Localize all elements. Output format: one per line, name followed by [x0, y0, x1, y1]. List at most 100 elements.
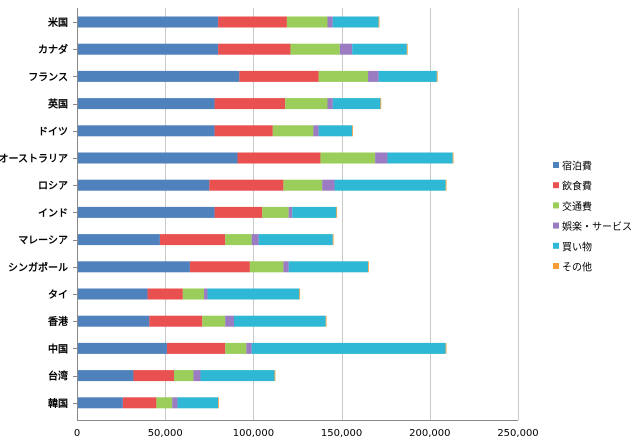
y-category-label: カナダ — [38, 43, 68, 56]
bar-segment — [218, 16, 287, 28]
bar-segment — [177, 397, 219, 409]
bar-segment — [313, 125, 319, 137]
bar-segment — [445, 342, 447, 354]
bar-segment — [218, 43, 291, 55]
bar-segment — [352, 125, 353, 137]
x-tick-label: 0 — [74, 428, 80, 439]
bar-segment — [272, 125, 314, 137]
bar-area — [77, 16, 454, 409]
y-category-label: フランス — [28, 71, 68, 83]
bar-segment — [214, 98, 286, 110]
bar-segment — [77, 98, 215, 110]
bar-segment — [380, 98, 382, 110]
x-tick-label: 250,000 — [497, 428, 538, 439]
y-category-label: タイ — [48, 289, 68, 301]
bar-segment — [174, 370, 194, 382]
bar-segment — [77, 16, 219, 28]
bar-segment — [77, 70, 240, 82]
legend-label: 宿泊費 — [562, 160, 592, 173]
bar-segment — [172, 397, 178, 409]
bar-segment — [378, 70, 437, 82]
bar-segment — [77, 43, 219, 55]
bar-segment — [327, 16, 333, 28]
bar-segment — [375, 152, 388, 164]
bar-segment — [325, 315, 327, 327]
bar-segment — [445, 179, 447, 191]
bar-segment — [77, 152, 238, 164]
bar-segment — [332, 234, 334, 246]
y-category-label: 韓国 — [48, 397, 68, 410]
y-category-label: ドイツ — [38, 126, 68, 138]
bar-segment — [251, 342, 446, 354]
bar-segment — [288, 206, 293, 218]
bar-segment — [237, 152, 321, 164]
bar-segment — [378, 16, 380, 28]
bar-segment — [77, 315, 150, 327]
bar-segment — [77, 288, 148, 300]
axes: 0 50,000 100,000 150,000 200,000 250,000 米国カナダ… — [0, 8, 539, 439]
x-tick-label: 100,000 — [233, 428, 274, 439]
bar-segment — [193, 370, 201, 382]
bar-segment — [202, 315, 226, 327]
legend-swatch — [553, 222, 559, 229]
bar-segment — [246, 342, 252, 354]
bar-segment — [299, 288, 301, 300]
legend-label: 買い物 — [562, 240, 592, 253]
y-category-label: 台湾 — [48, 370, 68, 383]
bar-segment — [288, 261, 369, 273]
bar-segment — [77, 261, 190, 273]
bar-segment — [147, 288, 183, 300]
bar-segment — [327, 98, 333, 110]
bar-segment — [77, 370, 134, 382]
bar-segment — [77, 206, 215, 218]
y-category-label: 英国 — [47, 98, 68, 111]
bar-segment — [225, 342, 247, 354]
bar-segment — [387, 152, 453, 164]
bar-segment — [368, 261, 369, 273]
bar-segment — [352, 43, 407, 55]
bar-segment — [452, 152, 454, 164]
y-category-label: 中国 — [48, 342, 68, 355]
bar-segment — [77, 234, 160, 246]
bar-segment — [166, 342, 226, 354]
bar-segment — [368, 70, 379, 82]
bar-segment — [286, 16, 328, 28]
bar-segment — [292, 206, 337, 218]
bar-segment — [322, 179, 335, 191]
y-category-label: 米国 — [48, 16, 68, 29]
legend-swatch — [553, 182, 559, 189]
bar-segment — [336, 206, 338, 218]
bar-segment — [204, 288, 208, 300]
bar-segment — [332, 16, 379, 28]
bar-segment — [214, 206, 263, 218]
legend-swatch — [553, 242, 559, 249]
legend-label: その他 — [562, 261, 592, 274]
legend-swatch — [553, 162, 559, 168]
legend-label: 娯楽・サービス — [562, 220, 632, 233]
bar-segment — [334, 179, 446, 191]
bar-segment — [233, 315, 326, 327]
bar-segment — [159, 234, 226, 246]
bar-segment — [285, 98, 328, 110]
bar-segment — [320, 152, 376, 164]
bar-segment — [239, 70, 319, 82]
bar-segment — [189, 261, 250, 273]
y-category-label: 香港 — [48, 315, 69, 328]
bar-segment — [77, 179, 210, 191]
y-category-label: オーストラリア — [0, 153, 68, 165]
bar-segment — [225, 234, 252, 246]
bar-segment — [290, 43, 340, 55]
bar-segment — [77, 397, 123, 409]
legend-label: 飲食費 — [562, 180, 592, 193]
bar-segment — [436, 70, 438, 82]
legend-swatch — [553, 263, 559, 269]
bar-segment — [218, 397, 219, 409]
bar-segment — [225, 315, 234, 327]
bar-segment — [251, 234, 259, 246]
bar-segment — [200, 370, 275, 382]
bar-segment — [149, 315, 203, 327]
bar-segment — [283, 179, 323, 191]
bar-segment — [249, 261, 284, 273]
